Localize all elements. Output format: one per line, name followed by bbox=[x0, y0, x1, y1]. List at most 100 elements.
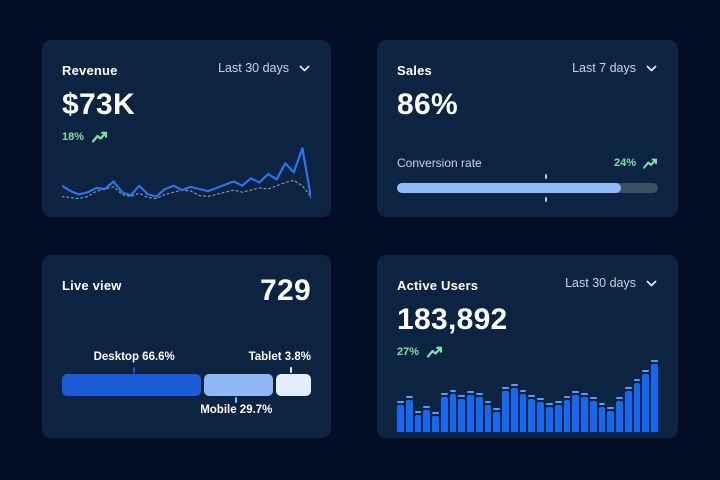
bar-cap bbox=[598, 403, 606, 406]
revenue-line-chart bbox=[62, 146, 311, 199]
bar bbox=[651, 360, 658, 432]
bar-cap bbox=[414, 410, 422, 413]
bar bbox=[475, 393, 483, 432]
sales-card-header: Sales Last 7 days bbox=[397, 61, 658, 78]
bar-cap bbox=[563, 395, 571, 398]
bar-body bbox=[546, 407, 553, 432]
bar-cap bbox=[493, 408, 501, 411]
bar-body bbox=[449, 393, 457, 432]
bar bbox=[432, 412, 439, 432]
bar-body bbox=[467, 395, 474, 432]
active-users-change-badge: 27% bbox=[397, 346, 658, 358]
bar-body bbox=[651, 364, 658, 432]
bar bbox=[528, 394, 536, 432]
bar-body bbox=[572, 395, 580, 432]
revenue-card-header: Revenue Last 30 days bbox=[62, 61, 311, 78]
line-series-current bbox=[62, 146, 311, 199]
conversion-change-label: 24% bbox=[613, 157, 636, 169]
bar-body bbox=[537, 402, 545, 432]
bar-cap bbox=[642, 369, 650, 372]
revenue-card: Revenue Last 30 days $73K 18% bbox=[42, 40, 331, 217]
conversion-progress-bar bbox=[397, 174, 658, 202]
bar-body bbox=[616, 401, 623, 432]
bar-body bbox=[607, 411, 615, 432]
bar-body bbox=[458, 398, 466, 432]
bar-cap bbox=[449, 389, 457, 392]
mobile-segment-label: Mobile 29.7% bbox=[200, 404, 273, 416]
active-users-period-dropdown[interactable]: Last 30 days bbox=[565, 276, 658, 290]
stacked-segment-desktop bbox=[62, 374, 202, 396]
bar-cap bbox=[519, 389, 527, 392]
bar-body bbox=[414, 414, 422, 432]
bar bbox=[616, 397, 623, 432]
chevron-down-icon bbox=[299, 65, 310, 71]
tablet-segment-label: Tablet 3.8% bbox=[248, 351, 311, 363]
trending-up-icon bbox=[427, 346, 443, 358]
bar-cap bbox=[484, 400, 492, 403]
stacked-segment-mobile bbox=[204, 374, 273, 396]
bar-cap bbox=[589, 397, 597, 400]
bar bbox=[537, 398, 545, 432]
sales-period-dropdown[interactable]: Last 7 days bbox=[572, 61, 658, 75]
bar-cap bbox=[475, 393, 483, 396]
bar-body bbox=[510, 387, 518, 432]
bar bbox=[572, 391, 580, 432]
trending-up-icon bbox=[92, 131, 108, 143]
bar-body bbox=[563, 399, 571, 432]
active-users-change-label: 27% bbox=[397, 345, 420, 358]
progress-target-marker bbox=[544, 197, 547, 202]
bar-body bbox=[581, 397, 588, 432]
bar-cap bbox=[467, 391, 474, 393]
active-users-period-label: Last 30 days bbox=[565, 276, 636, 290]
bar-cap bbox=[607, 407, 615, 410]
stacked-bar-bottom-labels: Mobile 29.7% bbox=[62, 404, 311, 419]
bar-cap bbox=[423, 405, 431, 408]
sales-card: Sales Last 7 days 86% Conversion rate 24… bbox=[377, 40, 678, 217]
bar-body bbox=[440, 397, 448, 432]
bar bbox=[502, 387, 509, 432]
bar-cap bbox=[572, 391, 580, 393]
bar-cap bbox=[458, 394, 466, 397]
chevron-down-icon bbox=[646, 65, 657, 71]
device-breakdown-chart: Desktop 66.6% Tablet 3.8% Mobile 29.7% bbox=[62, 351, 311, 419]
bar-cap bbox=[397, 400, 404, 403]
live-view-card: Live view 729 Desktop 66.6% Tablet 3.8% … bbox=[42, 255, 331, 438]
revenue-change-label: 18% bbox=[62, 130, 85, 143]
bar bbox=[581, 393, 588, 432]
bar-body bbox=[484, 404, 492, 432]
bar bbox=[423, 405, 431, 432]
bar-cap bbox=[546, 403, 553, 406]
revenue-period-dropdown[interactable]: Last 30 days bbox=[218, 61, 311, 75]
bar-body bbox=[423, 409, 431, 432]
mobile-tick bbox=[235, 397, 238, 403]
bar-body bbox=[519, 393, 527, 432]
stacked-bar-top-labels: Desktop 66.6% Tablet 3.8% bbox=[62, 351, 311, 366]
desktop-segment-label: Desktop 66.6% bbox=[93, 351, 175, 363]
sales-card-title: Sales bbox=[397, 63, 432, 78]
bar bbox=[589, 397, 597, 432]
bar bbox=[633, 378, 641, 432]
bar bbox=[484, 400, 492, 432]
active-users-card-header: Active Users Last 30 days bbox=[397, 276, 658, 293]
bar-cap bbox=[432, 412, 439, 415]
bar-body bbox=[554, 404, 562, 432]
bar-body bbox=[405, 399, 413, 432]
bar bbox=[554, 400, 562, 432]
active-users-card-title: Active Users bbox=[397, 278, 479, 293]
conversion-change-badge: 24% bbox=[614, 157, 658, 169]
bar bbox=[519, 389, 527, 432]
bar-body bbox=[502, 391, 509, 432]
bar bbox=[467, 391, 474, 432]
bar-cap bbox=[528, 394, 536, 397]
bar bbox=[493, 408, 501, 432]
bar bbox=[449, 389, 457, 432]
bar bbox=[642, 369, 650, 432]
progress-fill bbox=[397, 183, 622, 193]
stacked-device-bar bbox=[62, 374, 311, 396]
bar-body bbox=[589, 401, 597, 432]
bar-body bbox=[642, 373, 650, 432]
revenue-change-badge: 18% bbox=[62, 131, 311, 143]
sales-value: 86% bbox=[397, 88, 458, 121]
bar bbox=[624, 387, 632, 432]
revenue-card-title: Revenue bbox=[62, 63, 118, 78]
